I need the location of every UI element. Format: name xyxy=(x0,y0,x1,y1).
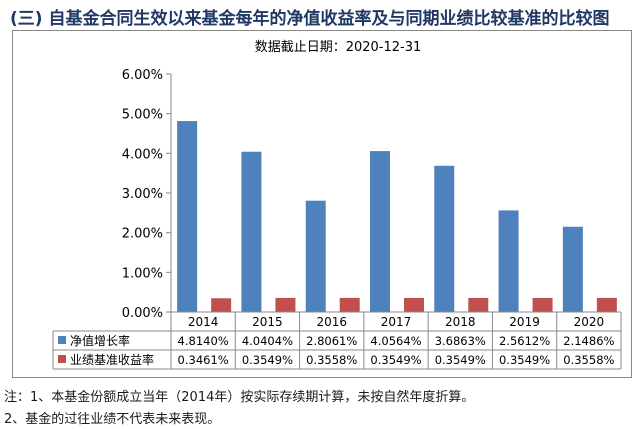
bar-nav-growth xyxy=(241,151,262,312)
data-label: 2.1486% xyxy=(563,334,614,348)
y-tick-label: 5.00% xyxy=(122,108,163,123)
footnote-2: 2、基金的过往业绩不代表未来表现。 xyxy=(4,412,221,427)
y-tick-label: 2.00% xyxy=(122,227,163,242)
bar-benchmark xyxy=(404,297,424,312)
bar-benchmark xyxy=(339,297,360,312)
page-title: (三) 自基金合同生效以来基金每年的净值收益率及与同期业绩比较基准的比较图 xyxy=(10,9,610,29)
data-label: 2.5612% xyxy=(499,334,550,348)
x-tick-label: 2016 xyxy=(316,315,347,329)
bar-nav-growth xyxy=(305,200,326,312)
chart-title: 数据截止日期：2020-12-31 xyxy=(255,40,422,55)
legend-swatch xyxy=(58,336,66,344)
data-label: 0.3549% xyxy=(499,353,550,367)
bar-nav-growth xyxy=(434,165,455,312)
data-table: 2014 2015 2016 2017 2018 2019 2020 净值增长率 4.8140%… xyxy=(52,311,622,370)
data-label: 0.3549% xyxy=(242,353,293,367)
data-label: 4.0404% xyxy=(242,334,293,348)
y-tick-label: 3.00% xyxy=(122,187,163,202)
y-tick-label: 0.00% xyxy=(122,306,163,321)
x-tick-label: 2020 xyxy=(574,315,605,329)
bar-benchmark xyxy=(468,297,489,312)
bar-benchmark xyxy=(275,297,296,312)
footnote-1: 注：1、本基金份额成立当年（2014年）按实际存续期计算，未按自然年度折算。 xyxy=(4,390,475,405)
data-label: 0.3558% xyxy=(563,353,614,367)
bar-chart: 数据截止日期：2020-12-31 0.00% 1.00% 2.00% 3.00% 4.… xyxy=(52,40,622,370)
bar-benchmark xyxy=(211,298,232,312)
x-tick-label: 2018 xyxy=(445,315,476,329)
data-label: 0.3558% xyxy=(306,353,357,367)
bar-nav-growth xyxy=(498,210,519,312)
bar-nav-growth xyxy=(177,121,198,312)
bar-nav-growth xyxy=(370,151,390,312)
bar-benchmark xyxy=(532,297,553,312)
legend-swatch xyxy=(58,355,66,363)
data-label: 0.3549% xyxy=(435,353,486,367)
y-tick-label: 1.00% xyxy=(122,266,163,281)
chart-frame: 数据截止日期：2020-12-31 0.00% 1.00% 2.00% 3.00% 4.… xyxy=(12,30,632,378)
bar-benchmark xyxy=(596,297,617,312)
x-tick-label: 2014 xyxy=(188,315,219,329)
y-tick-label: 6.00% xyxy=(122,68,163,83)
data-label: 4.8140% xyxy=(178,334,229,348)
x-tick-label: 2015 xyxy=(252,315,283,329)
y-axis: 0.00% 1.00% 2.00% 3.00% 4.00% 5.00% 6.00% xyxy=(122,68,172,321)
legend-label: 净值增长率 xyxy=(70,333,130,348)
bar-nav-growth xyxy=(562,226,583,312)
data-label: 2.8061% xyxy=(306,334,357,348)
bars xyxy=(171,121,621,313)
x-tick-label: 2019 xyxy=(509,315,540,329)
legend-label: 业绩基准收益率 xyxy=(70,352,154,367)
data-label: 0.3461% xyxy=(178,353,229,367)
y-tick-label: 4.00% xyxy=(122,147,163,162)
data-label: 3.6863% xyxy=(435,334,486,348)
data-label: 4.0564% xyxy=(370,334,421,348)
data-label: 0.3549% xyxy=(370,353,421,367)
x-tick-label: 2017 xyxy=(381,315,412,329)
